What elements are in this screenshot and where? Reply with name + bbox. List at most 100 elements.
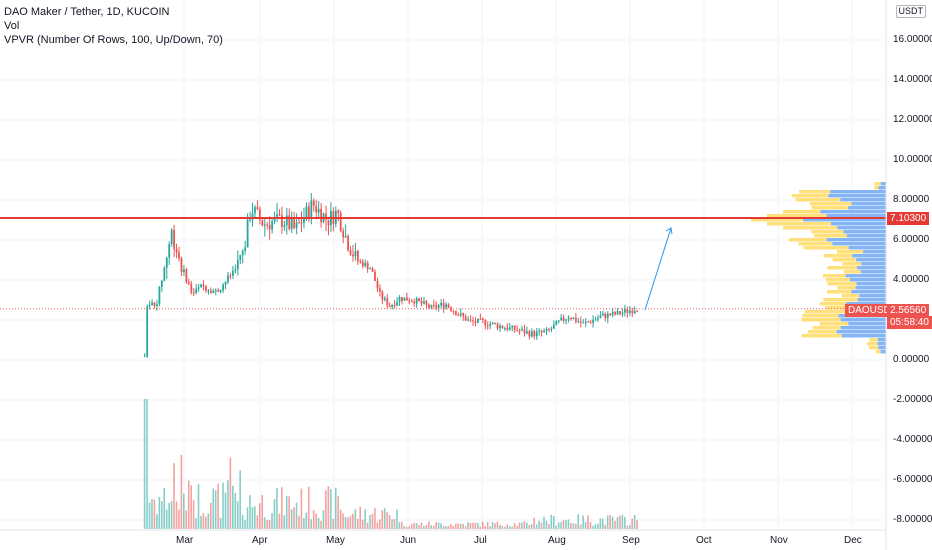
candle-body — [369, 268, 371, 269]
volume-profile-down — [827, 282, 856, 286]
volume-bar — [340, 510, 342, 529]
candle-body — [528, 331, 530, 336]
volume-bar — [619, 516, 621, 529]
volume-bar — [225, 493, 227, 529]
volume-bar — [332, 519, 334, 529]
volume-bar — [521, 523, 523, 529]
volume-bar — [555, 526, 557, 529]
volume-bar — [394, 519, 396, 529]
volume-profile-up — [832, 242, 886, 246]
volume-bar — [259, 503, 261, 529]
candle-body — [438, 306, 440, 308]
volume-indicator-label[interactable]: Vol — [4, 19, 223, 33]
volume-profile-down — [837, 250, 863, 254]
candle-body — [516, 330, 518, 331]
candle-body — [577, 321, 579, 322]
volume-profile-down — [874, 182, 880, 186]
candle-body — [445, 304, 447, 307]
volume-bar — [347, 517, 349, 529]
volume-bar — [318, 518, 320, 529]
candle-body — [462, 313, 464, 316]
volume-bar — [232, 486, 234, 529]
volume-profile-down — [801, 318, 840, 322]
volume-profile-up — [879, 186, 886, 190]
candle-body — [379, 288, 381, 291]
volume-bar — [536, 524, 538, 529]
candle-body — [538, 331, 540, 332]
volume-bar — [323, 510, 325, 529]
candle-body — [467, 319, 469, 320]
candle-body — [264, 225, 266, 226]
volume-bar — [342, 513, 344, 529]
candle-body — [239, 255, 241, 260]
volume-bar — [357, 519, 359, 529]
candle-body — [487, 325, 489, 326]
volume-bar — [181, 455, 183, 529]
volume-bar — [450, 524, 452, 529]
candle-body — [475, 321, 477, 322]
candle-body — [394, 305, 396, 306]
candle-body — [597, 318, 599, 319]
candle-body — [404, 298, 406, 301]
volume-bar — [565, 520, 567, 529]
volume-bar — [399, 522, 401, 529]
currency-unit-badge[interactable]: USDT — [896, 5, 927, 18]
volume-profile-down — [792, 194, 829, 198]
volume-profile-down — [799, 242, 833, 246]
vpvr-indicator-label[interactable]: VPVR (Number Of Rows, 100, Up/Down, 70) — [4, 33, 223, 47]
candle-body — [622, 313, 624, 315]
volume-bar — [546, 521, 548, 529]
candle-body — [178, 252, 180, 258]
volume-profile-down — [808, 330, 837, 334]
candle-body — [183, 269, 185, 272]
candle-body — [460, 313, 462, 315]
candle-body — [626, 309, 628, 313]
volume-bar — [577, 514, 579, 529]
volume-profile-down — [869, 338, 877, 342]
volume-profile-down — [811, 230, 843, 234]
candle-body — [399, 297, 401, 302]
volume-bar — [308, 487, 310, 529]
volume-bars — [144, 399, 638, 529]
time-tick-label: Dec — [844, 535, 862, 546]
volume-bar — [580, 525, 582, 529]
volume-profile-down — [810, 202, 852, 206]
volume-bar — [470, 523, 472, 529]
volume-bar — [636, 520, 638, 529]
candle-body — [457, 315, 459, 316]
volume-bar — [355, 509, 357, 529]
volume-profile-up — [841, 318, 886, 322]
volume-bar — [372, 514, 374, 529]
candle-body — [617, 311, 619, 314]
volume-profile-down — [783, 226, 837, 230]
volume-profile-down — [827, 290, 851, 294]
candle-body — [286, 215, 288, 225]
volume-bar — [416, 523, 418, 529]
volume-bar — [264, 517, 266, 529]
volume-bar — [230, 458, 232, 529]
volume-bar — [563, 520, 565, 529]
volume-bar — [200, 516, 202, 529]
volume-bar — [266, 520, 268, 529]
volume-bar — [624, 517, 626, 529]
symbol-title[interactable]: DAO Maker / Tether, 1D, KUCOIN — [4, 5, 223, 19]
candle-body — [524, 329, 526, 333]
volume-bar — [144, 399, 146, 529]
resistance-price-tag: 7.10300 — [887, 212, 929, 225]
candle-body — [465, 316, 467, 320]
volume-bar — [190, 485, 192, 529]
candle-body — [563, 318, 565, 321]
volume-bar — [303, 518, 305, 529]
volume-bar — [582, 515, 584, 529]
candle-body — [347, 236, 349, 250]
candle-body — [298, 222, 300, 223]
volume-profile-up — [847, 234, 886, 238]
volume-bar — [227, 480, 229, 529]
candle-body — [484, 320, 486, 325]
candle-body — [342, 231, 344, 237]
candle-body — [502, 326, 504, 328]
volume-profile-down — [811, 206, 848, 210]
candle-body — [220, 290, 222, 292]
time-tick-label: Sep — [622, 535, 640, 546]
